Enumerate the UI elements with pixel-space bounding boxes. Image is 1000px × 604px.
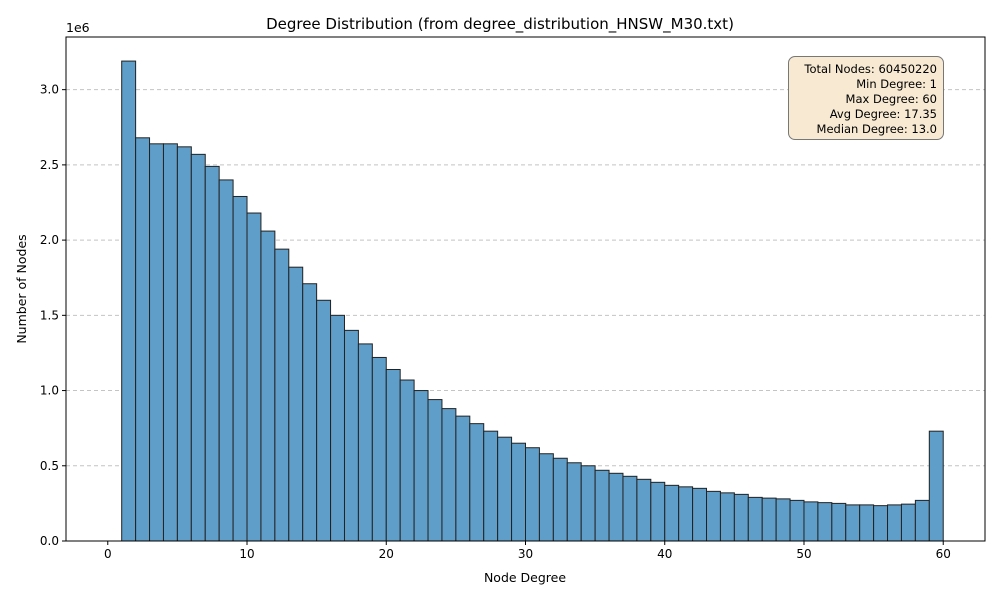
histogram-bar [664,484,680,542]
histogram-bar [469,423,485,542]
histogram-bar [302,283,318,542]
histogram-bar [218,179,234,542]
histogram-bar [135,137,151,542]
histogram-bar [413,390,429,542]
histogram-bar [928,430,944,542]
y-tick-label: 0.0 [40,534,59,548]
histogram-bar [330,314,345,542]
histogram-bar [343,329,359,542]
histogram-bar [580,465,596,542]
histogram-bar [497,436,513,542]
histogram-bar [190,153,206,542]
stats-annotation-box: Total Nodes: 60450220 Min Degree: 1 Max … [788,56,944,140]
histogram-bar [176,146,192,542]
histogram-bar [232,195,248,542]
stat-avg-degree: Avg Degree: 17.35 [829,107,937,121]
histogram-bar [845,504,861,542]
histogram-bar [887,504,902,542]
histogram-bar [274,248,290,542]
histogram-bar [357,343,373,542]
histogram-bar [719,492,735,542]
histogram-bar [608,472,624,542]
y-tick-label: 0.5 [40,459,59,473]
histogram-bar [789,499,805,542]
x-tick-label: 10 [239,547,254,561]
histogram-bar [246,212,262,542]
histogram-bar [747,496,763,542]
histogram-bar [859,504,875,542]
histogram-bar [162,143,178,542]
histogram-bar [427,399,443,542]
histogram-bar [733,493,749,542]
histogram-bar [511,442,526,542]
histogram-bar [566,462,582,542]
histogram-bar [706,490,721,542]
y-axis-label: Number of Nodes [14,234,29,343]
y-tick-label: 1.5 [40,308,59,322]
y-tick-label: 1.0 [40,384,59,398]
histogram-bar [775,498,791,542]
histogram-bar [650,481,666,542]
x-tick-label: 30 [518,547,533,561]
histogram-bar [455,415,471,542]
histogram-bar [441,408,457,542]
stat-min-degree: Min Degree: 1 [856,77,937,91]
stat-total-nodes: Total Nodes: 60450220 [804,62,937,76]
histogram-bar [831,502,847,542]
histogram-bar [900,503,916,542]
x-tick-label: 40 [657,547,672,561]
x-tick-label: 20 [379,547,394,561]
histogram-bar [149,143,164,542]
histogram-bar [204,165,220,542]
histogram-bar [622,475,638,542]
histogram-bar [121,60,137,542]
histogram-bar [552,457,568,542]
histogram-bar [761,497,777,542]
histogram-bar [594,469,610,542]
histogram-bar [385,368,401,542]
y-tick-label: 2.0 [40,233,59,247]
y-tick-label: 2.5 [40,158,59,172]
histogram-bar [316,299,332,542]
histogram-bar [803,501,819,542]
stat-max-degree: Max Degree: 60 [845,92,937,106]
histogram-bar [678,486,694,542]
histogram-bar [817,502,833,542]
y-offset-label: 1e6 [66,20,90,35]
x-axis-label: Node Degree [484,570,566,585]
histogram-bar [288,266,304,542]
histogram-bar [483,430,499,542]
histogram-bar [692,487,708,542]
histogram-bar [873,505,889,542]
histogram-bar [399,379,415,542]
x-tick-label: 60 [936,547,951,561]
x-tick-label: 0 [104,547,112,561]
histogram-bar [538,453,554,542]
chart-title: Degree Distribution (from degree_distrib… [266,15,734,34]
x-tick-label: 50 [796,547,811,561]
histogram-bar [914,499,930,542]
histogram-bar [260,230,276,542]
y-tick-label: 3.0 [40,83,59,97]
histogram-bar [636,478,652,542]
histogram-bar [371,356,387,542]
histogram-bar [525,447,540,542]
stat-median-degree: Median Degree: 13.0 [816,122,937,136]
